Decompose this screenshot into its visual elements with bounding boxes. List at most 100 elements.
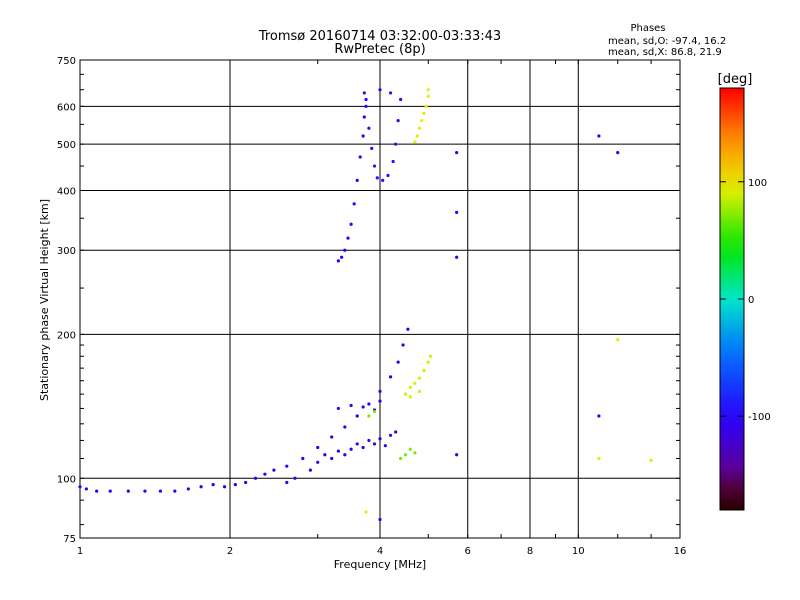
data-point bbox=[336, 259, 340, 263]
colorbar: 100 0 -100 bbox=[719, 87, 771, 511]
data-point bbox=[413, 381, 417, 385]
data-point bbox=[396, 119, 400, 123]
x-tick-label: 10 bbox=[572, 546, 585, 557]
data-point bbox=[199, 485, 203, 489]
colorbar-label: [deg] bbox=[718, 72, 753, 87]
data-point bbox=[346, 236, 350, 240]
y-tick-label: 400 bbox=[57, 186, 76, 197]
data-point bbox=[336, 449, 340, 453]
data-point bbox=[343, 453, 347, 457]
data-point bbox=[375, 176, 379, 180]
data-point bbox=[597, 134, 601, 138]
data-point bbox=[408, 447, 412, 451]
x-tick-label: 2 bbox=[227, 546, 233, 557]
x-tick-label: 6 bbox=[465, 546, 471, 557]
series-f-region-loop bbox=[364, 88, 403, 182]
data-point bbox=[413, 451, 417, 455]
colorbar-tick-label: 0 bbox=[748, 295, 754, 306]
data-point bbox=[422, 368, 426, 373]
data-point bbox=[126, 489, 130, 493]
data-point bbox=[316, 445, 320, 450]
data-point bbox=[455, 210, 459, 214]
data-point bbox=[285, 464, 289, 468]
data-point bbox=[417, 376, 422, 380]
data-point bbox=[597, 414, 601, 418]
series-e-region-trace bbox=[78, 327, 410, 493]
data-point bbox=[394, 142, 398, 146]
legend-line-o: mean, sd,O: -97.4, 16.2 bbox=[608, 36, 726, 47]
data-point bbox=[158, 489, 163, 493]
data-point bbox=[428, 354, 433, 358]
data-point bbox=[336, 406, 340, 411]
data-point bbox=[372, 442, 377, 446]
data-point bbox=[349, 447, 353, 451]
x-tick-label: 8 bbox=[527, 546, 533, 557]
data-point bbox=[343, 425, 347, 429]
data-point bbox=[378, 389, 382, 393]
series-x-mode-e-cluster bbox=[403, 354, 433, 399]
data-point bbox=[343, 248, 347, 252]
data-point bbox=[424, 104, 428, 108]
data-point bbox=[426, 94, 430, 98]
data-point bbox=[222, 485, 227, 489]
data-point bbox=[263, 472, 267, 476]
data-point bbox=[364, 510, 368, 514]
data-point bbox=[364, 104, 368, 108]
data-point bbox=[253, 476, 258, 480]
data-point bbox=[391, 159, 395, 164]
data-point bbox=[323, 453, 327, 457]
data-point bbox=[355, 442, 359, 446]
data-point bbox=[455, 151, 459, 155]
data-point bbox=[361, 445, 365, 450]
data-point bbox=[361, 134, 365, 138]
x-tick-label: 1 bbox=[77, 546, 83, 557]
data-point bbox=[388, 375, 393, 379]
y-tick-label: 600 bbox=[57, 102, 76, 113]
data-point bbox=[415, 134, 419, 138]
legend-line-x: mean, sd,X: 86.8, 21.9 bbox=[608, 47, 722, 58]
data-point bbox=[349, 403, 353, 408]
data-point bbox=[386, 173, 390, 178]
series-x-mode-low bbox=[367, 409, 417, 461]
data-point bbox=[355, 414, 359, 418]
data-point bbox=[399, 456, 403, 461]
y-tick-label: 300 bbox=[57, 246, 76, 257]
colorbar-tick-label: -100 bbox=[748, 412, 771, 423]
data-point bbox=[362, 91, 366, 95]
data-point bbox=[352, 202, 356, 206]
data-point bbox=[285, 480, 289, 485]
data-point bbox=[422, 111, 426, 115]
data-point bbox=[417, 126, 422, 130]
data-point bbox=[388, 91, 393, 95]
data-point bbox=[186, 487, 190, 491]
data-point bbox=[426, 360, 430, 364]
data-point bbox=[399, 97, 403, 102]
y-tick-label: 750 bbox=[57, 56, 76, 67]
x-axis-label: Frequency [MHz] bbox=[334, 558, 426, 571]
data-point bbox=[383, 444, 387, 448]
data-point bbox=[233, 483, 237, 487]
data-point bbox=[367, 126, 371, 130]
y-tick-label: 75 bbox=[63, 534, 76, 545]
data-point bbox=[378, 88, 382, 92]
data-point bbox=[378, 517, 382, 522]
data-point bbox=[372, 409, 377, 414]
data-point bbox=[394, 430, 398, 434]
data-point bbox=[84, 487, 88, 491]
data-point bbox=[108, 489, 112, 493]
data-point bbox=[413, 140, 417, 144]
colorbar-tick-label: 100 bbox=[748, 178, 767, 189]
data-point bbox=[349, 222, 353, 226]
data-point bbox=[370, 146, 374, 150]
y-tick-label: 500 bbox=[57, 140, 76, 151]
data-point bbox=[293, 476, 297, 480]
data-point bbox=[330, 435, 334, 439]
data-point bbox=[381, 178, 385, 182]
data-point bbox=[426, 88, 430, 92]
data-point bbox=[330, 456, 334, 461]
data-point bbox=[417, 389, 422, 393]
data-point bbox=[361, 405, 365, 409]
data-point bbox=[372, 164, 377, 168]
data-point bbox=[403, 392, 408, 396]
